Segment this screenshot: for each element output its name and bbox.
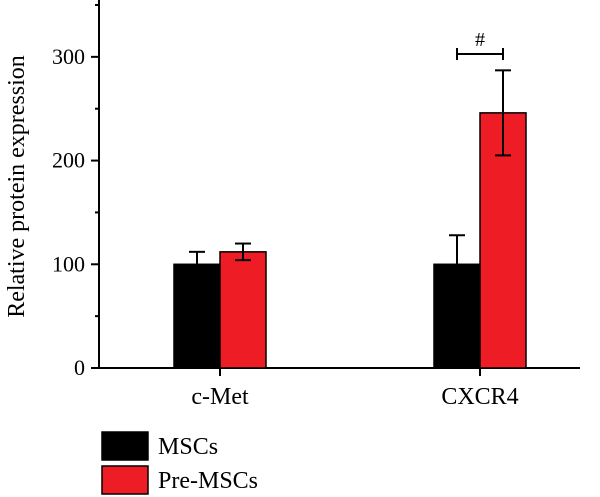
y-axis-title: Relative protein expression	[4, 55, 30, 318]
legend-label-pre-mscs: Pre-MSCs	[158, 468, 258, 494]
y-tick-label: 100	[52, 251, 85, 276]
bar-mscs-c-met	[173, 263, 221, 369]
legend-swatch-mscs	[101, 431, 149, 461]
bars	[173, 112, 527, 369]
y-tick-label: 200	[52, 148, 85, 173]
legend-swatch-pre-mscs	[101, 465, 149, 495]
y-tick-label: 0	[74, 355, 85, 380]
annotations: #	[456, 29, 504, 60]
bar-pre-mscs-cxcr4	[479, 112, 527, 369]
legend: MSCs Pre-MSCs	[101, 431, 258, 495]
axes: 0 100 200 300 Relative protein expression c-M…	[4, 0, 580, 410]
y-tick-label: 300	[52, 44, 85, 69]
error-bars	[189, 69, 511, 295]
significance-marker: #	[475, 29, 485, 51]
bar-pre-mscs-c-met	[219, 251, 267, 369]
x-tick-label: c-Met	[191, 384, 249, 410]
legend-label-mscs: MSCs	[158, 434, 218, 460]
x-tick-label: CXCR4	[441, 384, 518, 410]
